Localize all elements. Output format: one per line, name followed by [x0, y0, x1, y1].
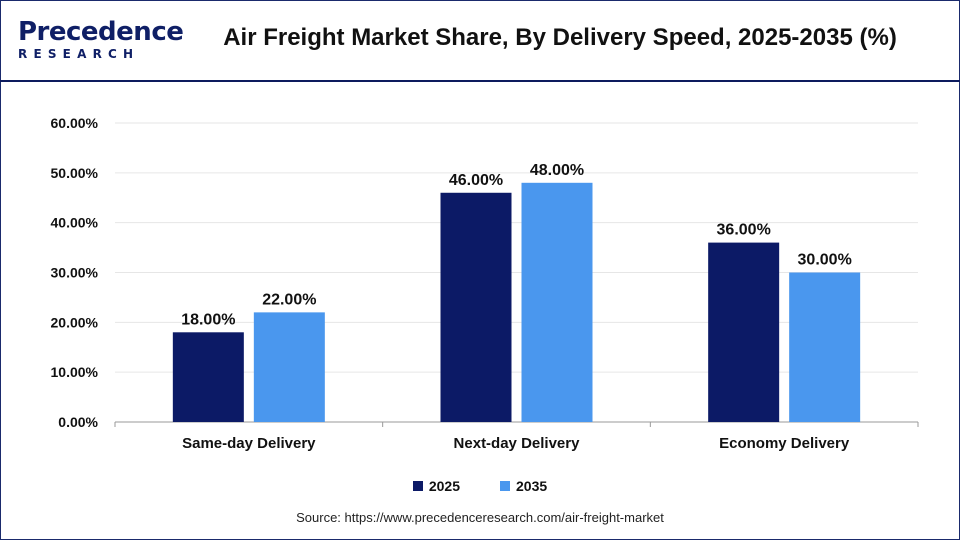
y-tick-label: 40.00% — [51, 215, 99, 231]
legend-label-2035: 2035 — [516, 478, 548, 494]
y-tick-label: 50.00% — [51, 165, 99, 181]
legend-swatch-2025 — [412, 481, 423, 491]
x-category-label: Same-day Delivery — [182, 435, 316, 452]
bar-2025 — [708, 242, 780, 422]
bar-2035 — [789, 272, 861, 422]
bar-2025 — [172, 332, 244, 422]
data-label: 30.00% — [798, 252, 852, 269]
bar-2035 — [253, 312, 325, 422]
header: Precedence RESEARCH Air Freight Market S… — [0, 0, 960, 82]
legend-swatch-2035 — [500, 481, 510, 491]
y-tick-label: 10.00% — [51, 364, 99, 380]
bar-2035 — [521, 182, 593, 422]
legend-label-2025: 2025 — [428, 478, 460, 494]
y-tick-label: 20.00% — [51, 314, 99, 330]
legend-item-2035: 2035 — [500, 478, 547, 494]
source-note: Source: https://www.precedenceresearch.c… — [296, 510, 664, 525]
y-tick-label: 30.00% — [51, 265, 99, 281]
x-category-label: Economy Delivery — [719, 435, 850, 452]
data-label: 46.00% — [449, 172, 503, 189]
data-label: 22.00% — [262, 291, 316, 308]
brand-logo: Precedence RESEARCH — [18, 17, 184, 64]
legend: 2025 2035 — [0, 478, 960, 494]
logo-subtitle: RESEARCH — [18, 47, 140, 61]
bar-chart: 0.00% 10.00% 20.00% 30.00% 40.00% 50.00% 60.00… — [51, 115, 919, 452]
data-label: 18.00% — [181, 311, 235, 328]
x-category-label: Next-day Delivery — [454, 435, 581, 452]
data-label: 48.00% — [530, 162, 584, 179]
bar-2025 — [440, 192, 512, 422]
y-tick-label: 0.00% — [58, 414, 98, 430]
logo-wordmark: Precedence — [18, 17, 184, 47]
legend-item-2025: 2025 — [412, 478, 460, 494]
data-label: 36.00% — [717, 222, 771, 239]
chart-title: Air Freight Market Share, By Delivery Sp… — [223, 24, 897, 51]
y-tick-label: 60.00% — [51, 115, 99, 131]
